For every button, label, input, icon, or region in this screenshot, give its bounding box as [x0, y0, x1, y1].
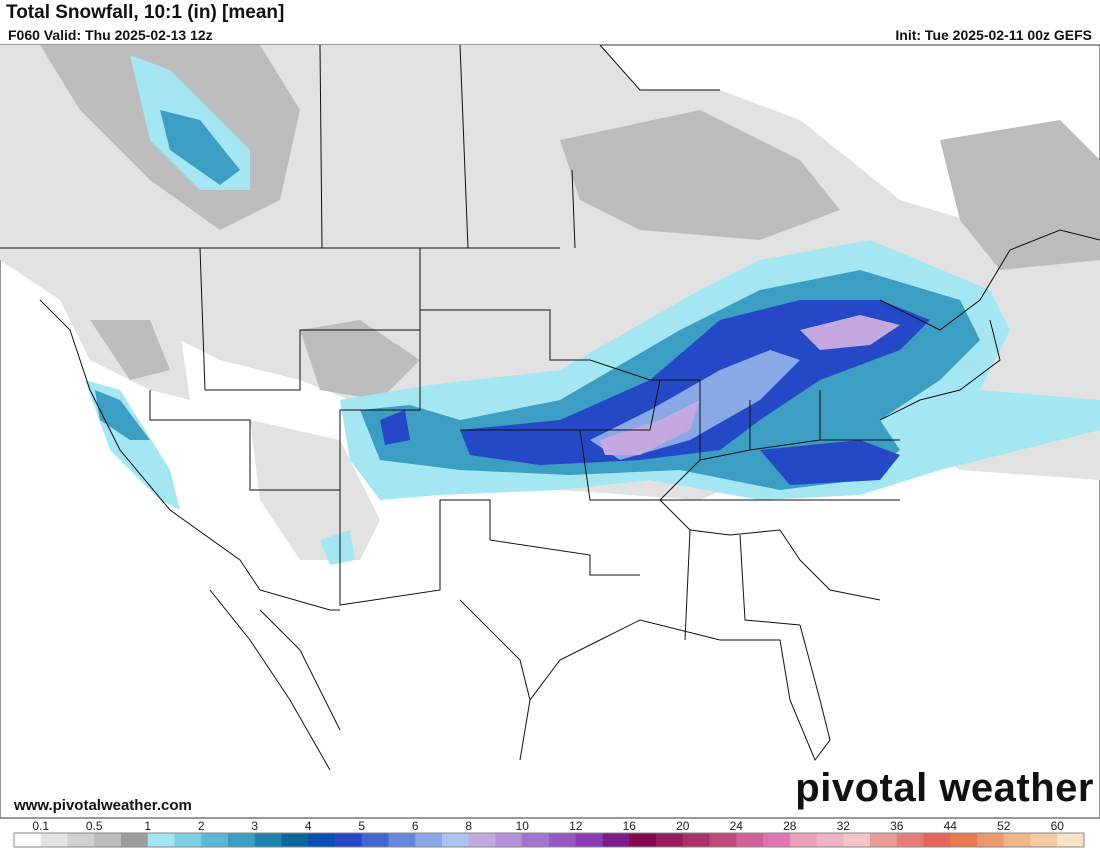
colorbar-label: 3 — [251, 819, 258, 833]
colorbar-cell — [709, 833, 737, 847]
colorbar-label: 36 — [890, 819, 904, 833]
colorbar-label: 0.1 — [32, 819, 49, 833]
map-title: Total Snowfall, 10:1 (in) [mean] — [6, 2, 285, 23]
colorbar-cell — [415, 833, 443, 847]
colorbar-cell — [388, 833, 416, 847]
colorbar-label: 1 — [144, 819, 151, 833]
colorbar-label: 16 — [623, 819, 637, 833]
colorbar-cell — [14, 833, 42, 847]
colorbar-label: 44 — [944, 819, 958, 833]
colorbar-cell — [361, 833, 389, 847]
colorbar-cell — [40, 833, 68, 847]
colorbar-label: 52 — [997, 819, 1011, 833]
colorbar-label: 60 — [1051, 819, 1065, 833]
colorbar-cell — [923, 833, 951, 847]
website: www.pivotalweather.com — [14, 797, 192, 814]
colorbar-cell — [67, 833, 95, 847]
colorbar-label: 6 — [412, 819, 419, 833]
colorbar-cell — [977, 833, 1005, 847]
colorbar-label: 0.5 — [86, 819, 103, 833]
colorbar-label: 24 — [730, 819, 744, 833]
colorbar-label: 5 — [358, 819, 365, 833]
colorbar-cell — [870, 833, 898, 847]
map-panel — [0, 44, 1100, 819]
colorbar-cell — [1030, 833, 1058, 847]
colorbar-cell — [656, 833, 684, 847]
colorbar-label: 20 — [676, 819, 690, 833]
colorbar-cell — [121, 833, 149, 847]
colorbar-cell — [442, 833, 470, 847]
colorbar-cell — [816, 833, 844, 847]
colorbar-cell — [254, 833, 282, 847]
colorbar-cell — [201, 833, 229, 847]
colorbar-cell — [1003, 833, 1031, 847]
colorbar: 0.1 0.5 1 2 3 4 5 6 8 10 12 16 20 24 28 32 36 44 52 60 — [13, 819, 1085, 848]
watermark: pivotal weather — [795, 766, 1094, 810]
colorbar-cell — [789, 833, 817, 847]
colorbar-cell — [174, 833, 202, 847]
colorbar-cell — [94, 833, 122, 847]
colorbar-cell — [896, 833, 924, 847]
colorbar-cell — [281, 833, 309, 847]
init-time: Init: Tue 2025-02-11 00z GEFS — [895, 27, 1092, 43]
colorbar-cell — [228, 833, 256, 847]
colorbar-cell — [763, 833, 791, 847]
colorbar-cell — [950, 833, 978, 847]
colorbar-cell — [843, 833, 871, 847]
colorbar-cell — [602, 833, 630, 847]
colorbar-cell — [335, 833, 363, 847]
colorbar-label: 10 — [516, 819, 530, 833]
colorbar-label: 28 — [783, 819, 797, 833]
colorbar-cell — [468, 833, 496, 847]
colorbar-cell — [549, 833, 577, 847]
colorbar-label: 2 — [198, 819, 205, 833]
colorbar-label: 8 — [465, 819, 472, 833]
colorbar-cell — [147, 833, 175, 847]
colorbar-cell — [736, 833, 764, 847]
colorbar-label: 12 — [569, 819, 583, 833]
colorbar-cell — [1057, 833, 1085, 847]
colorbar-cell — [575, 833, 603, 847]
colorbar-cell — [682, 833, 710, 847]
colorbar-cell — [522, 833, 550, 847]
colorbar-cell — [629, 833, 657, 847]
colorbar-label: 32 — [837, 819, 851, 833]
colorbar-frame — [13, 832, 1085, 848]
colorbar-cell — [308, 833, 336, 847]
valid-time: F060 Valid: Thu 2025-02-13 12z — [8, 27, 213, 43]
colorbar-cell — [495, 833, 523, 847]
colorbar-label: 4 — [305, 819, 312, 833]
